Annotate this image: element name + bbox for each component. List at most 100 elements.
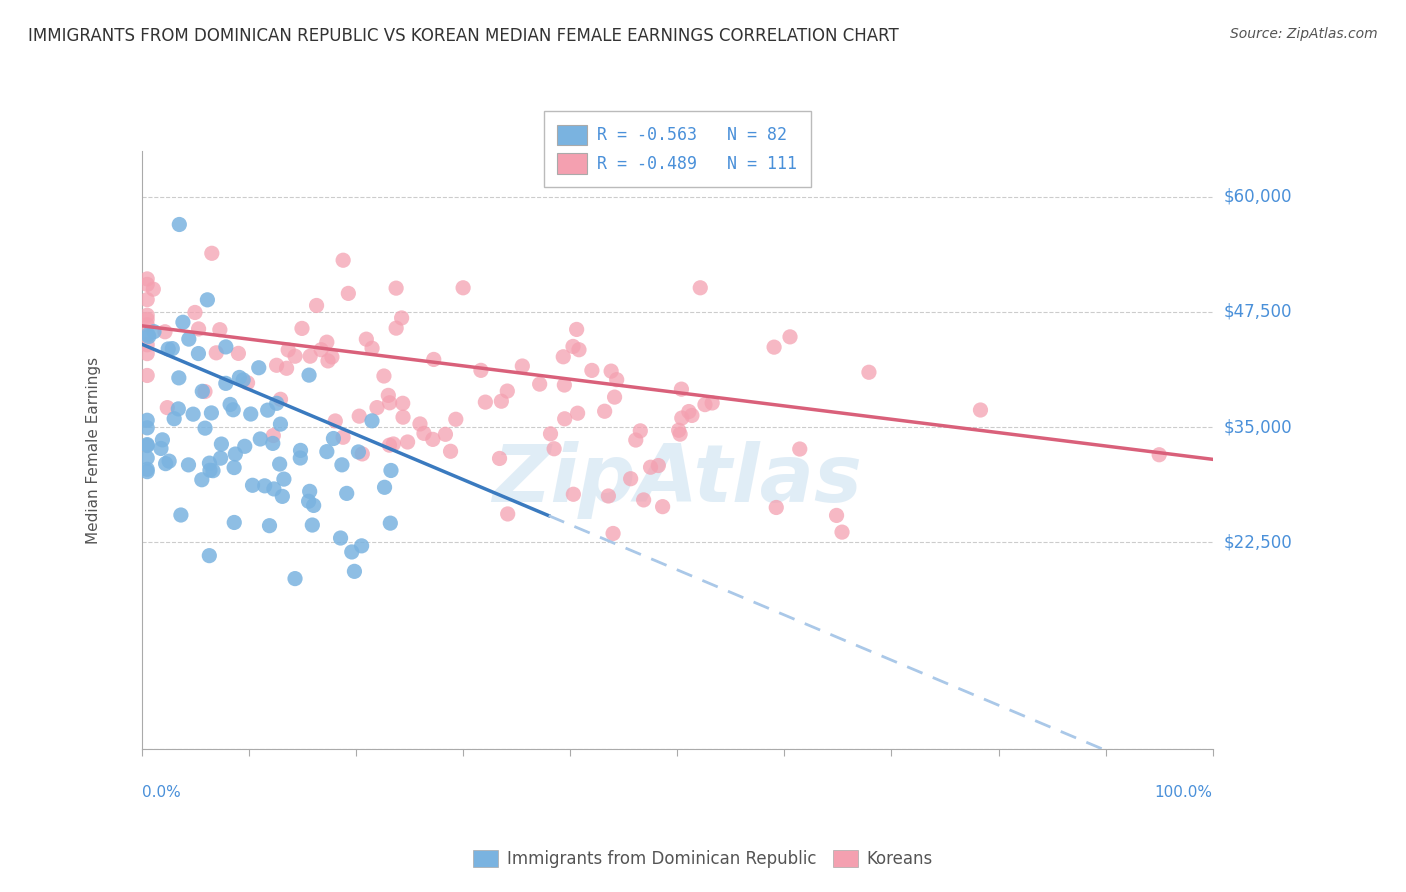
- Point: [693, 398, 716, 412]
- Text: $47,500: $47,500: [1223, 303, 1292, 321]
- Point: [633, 492, 655, 507]
- Point: [136, 327, 159, 342]
- Point: [624, 433, 647, 447]
- Text: 0.0%: 0.0%: [142, 785, 180, 800]
- Point: [562, 487, 585, 501]
- Point: [392, 410, 415, 425]
- Point: [565, 322, 588, 336]
- Point: [262, 436, 284, 450]
- Point: [177, 332, 200, 346]
- Point: [136, 277, 159, 292]
- Point: [263, 482, 285, 496]
- Point: [284, 572, 307, 586]
- Point: [233, 439, 256, 453]
- Point: [1147, 448, 1170, 462]
- Point: [763, 340, 786, 354]
- Point: [187, 322, 209, 336]
- Point: [305, 298, 328, 312]
- Point: [201, 246, 224, 260]
- Point: [377, 388, 399, 402]
- Point: [157, 454, 180, 468]
- Point: [136, 368, 159, 383]
- Point: [391, 396, 413, 410]
- Point: [347, 445, 370, 459]
- Point: [598, 489, 620, 503]
- Point: [593, 404, 616, 418]
- Point: [198, 456, 221, 470]
- Point: [228, 346, 250, 360]
- Point: [253, 479, 276, 493]
- Point: [266, 359, 288, 373]
- Point: [181, 407, 204, 421]
- Point: [284, 349, 307, 363]
- Point: [208, 323, 231, 337]
- Point: [167, 371, 190, 385]
- Point: [356, 332, 378, 346]
- Point: [321, 350, 343, 364]
- Point: [191, 384, 214, 399]
- Point: [378, 438, 401, 452]
- Point: [209, 451, 232, 466]
- Point: [200, 406, 222, 420]
- Point: [668, 423, 690, 437]
- Point: [332, 253, 354, 268]
- Point: [329, 531, 352, 545]
- Point: [239, 407, 262, 421]
- Point: [337, 286, 360, 301]
- Point: [142, 282, 165, 296]
- Point: [373, 369, 395, 384]
- Point: [831, 525, 853, 540]
- Point: [385, 321, 408, 335]
- Point: [247, 360, 270, 375]
- Point: [198, 463, 221, 477]
- Point: [170, 508, 193, 522]
- Point: [669, 427, 692, 442]
- Point: [568, 343, 591, 357]
- Point: [201, 464, 224, 478]
- Point: [136, 338, 159, 352]
- Point: [628, 424, 651, 438]
- Text: $35,000: $35,000: [1223, 418, 1292, 436]
- Point: [136, 293, 159, 307]
- Text: Source: ZipAtlas.com: Source: ZipAtlas.com: [1230, 27, 1378, 41]
- Point: [191, 473, 214, 487]
- Point: [224, 447, 246, 461]
- Point: [434, 427, 457, 442]
- Point: [222, 402, 245, 417]
- Point: [290, 443, 312, 458]
- Point: [529, 377, 551, 392]
- Point: [224, 516, 246, 530]
- Point: [969, 403, 991, 417]
- Point: [136, 272, 159, 286]
- Point: [162, 342, 184, 356]
- Point: [340, 545, 363, 559]
- Point: [163, 411, 186, 425]
- Point: [136, 308, 159, 322]
- Point: [439, 444, 461, 458]
- Text: $60,000: $60,000: [1223, 188, 1292, 206]
- Point: [136, 346, 159, 360]
- Point: [249, 432, 271, 446]
- Point: [347, 409, 370, 424]
- Point: [262, 428, 284, 442]
- Point: [600, 364, 623, 378]
- Point: [336, 486, 359, 500]
- Point: [562, 339, 585, 353]
- Point: [269, 457, 291, 471]
- Point: [224, 460, 246, 475]
- Legend: Immigrants from Dominican Republic, Koreans: Immigrants from Dominican Republic, Kore…: [467, 843, 939, 875]
- Point: [330, 458, 353, 472]
- Point: [297, 494, 319, 508]
- Point: [136, 318, 159, 332]
- Point: [177, 458, 200, 472]
- Point: [413, 426, 436, 441]
- Point: [671, 382, 693, 396]
- Point: [169, 218, 191, 232]
- Point: [789, 442, 811, 456]
- Point: [553, 378, 575, 392]
- Point: [136, 437, 159, 451]
- Text: IMMIGRANTS FROM DOMINICAN REPUBLIC VS KOREAN MEDIAN FEMALE EARNINGS CORRELATION : IMMIGRANTS FROM DOMINICAN REPUBLIC VS KO…: [28, 27, 898, 45]
- Point: [779, 330, 801, 344]
- Point: [380, 516, 402, 530]
- Point: [765, 500, 787, 515]
